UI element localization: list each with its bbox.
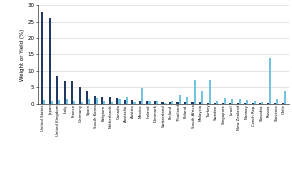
Bar (201, 91, 203, 104)
Bar (269, 58, 271, 104)
Bar (51, 101, 53, 104)
Bar (252, 103, 254, 104)
Bar (124, 99, 126, 104)
Bar (94, 96, 96, 104)
Bar (79, 87, 81, 104)
Bar (224, 98, 226, 104)
Bar (282, 103, 284, 104)
Y-axis label: Weight or Yield (%): Weight or Yield (%) (20, 28, 25, 81)
Bar (171, 102, 173, 104)
Bar (231, 99, 233, 104)
Bar (141, 88, 143, 104)
Bar (229, 103, 231, 104)
Bar (237, 103, 239, 104)
Bar (214, 103, 216, 104)
Bar (276, 99, 278, 104)
Bar (81, 102, 83, 104)
Bar (261, 102, 263, 104)
Bar (71, 81, 73, 104)
Bar (156, 101, 158, 104)
Bar (176, 102, 178, 104)
Bar (208, 80, 211, 104)
Bar (154, 102, 156, 104)
Bar (239, 99, 241, 104)
Bar (169, 102, 171, 104)
Bar (56, 76, 58, 104)
Bar (88, 99, 91, 104)
Bar (194, 80, 196, 104)
Bar (96, 98, 98, 104)
Bar (119, 99, 121, 104)
Bar (149, 101, 151, 104)
Bar (133, 102, 135, 104)
Bar (259, 103, 261, 104)
Bar (131, 100, 133, 104)
Bar (267, 103, 269, 104)
Bar (86, 91, 88, 104)
Bar (43, 100, 45, 104)
Bar (192, 102, 194, 104)
Bar (184, 102, 186, 104)
Bar (73, 101, 75, 104)
Bar (164, 103, 166, 104)
Bar (246, 100, 248, 104)
Bar (58, 99, 60, 104)
Bar (284, 91, 286, 104)
Bar (116, 98, 119, 104)
Bar (111, 102, 113, 104)
Bar (139, 101, 141, 104)
Bar (161, 102, 164, 104)
Bar (244, 103, 246, 104)
Bar (103, 101, 105, 104)
Bar (146, 101, 149, 104)
Bar (222, 103, 224, 104)
Bar (199, 102, 201, 104)
Bar (186, 97, 188, 104)
Bar (49, 18, 51, 104)
Bar (216, 102, 218, 104)
Bar (254, 101, 256, 104)
Bar (206, 103, 208, 104)
Bar (64, 81, 66, 104)
Bar (178, 95, 181, 104)
Bar (41, 12, 43, 104)
Bar (126, 97, 128, 104)
Bar (101, 97, 103, 104)
Bar (66, 99, 68, 104)
Bar (109, 97, 111, 104)
Bar (274, 103, 276, 104)
